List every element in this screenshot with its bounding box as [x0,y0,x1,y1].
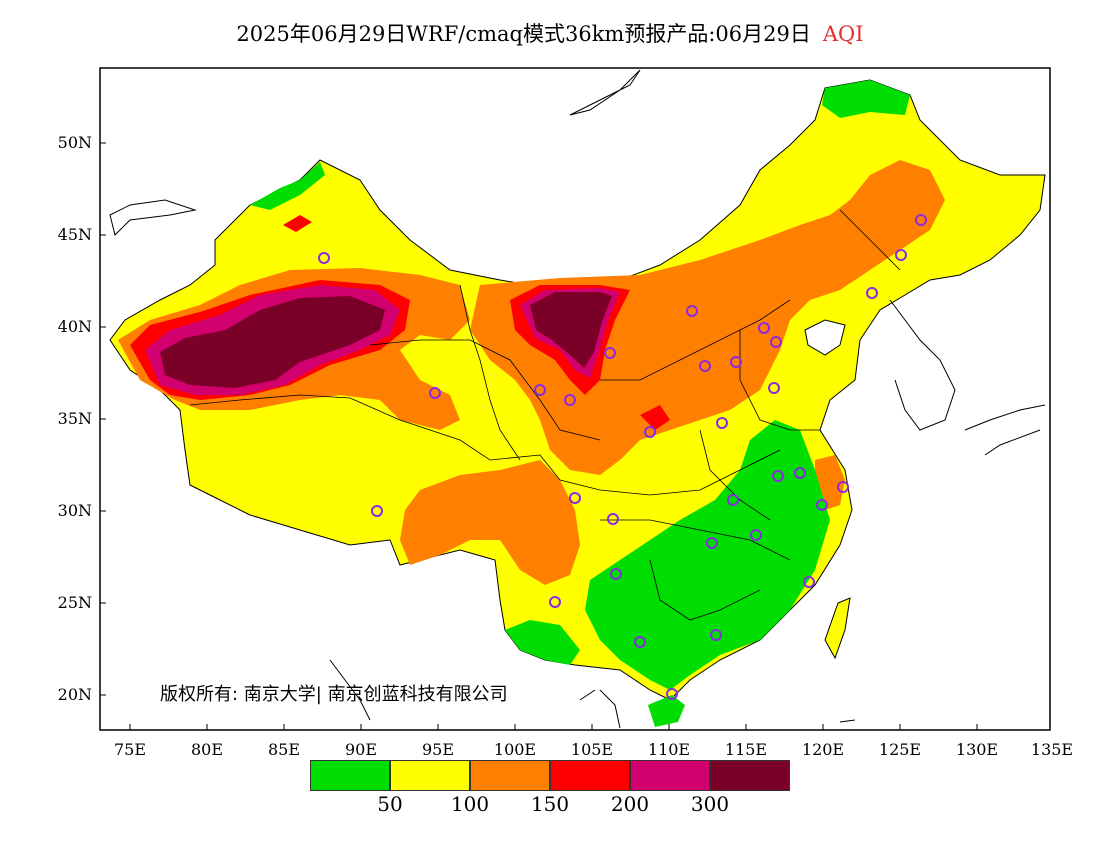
legend-swatch-usg [470,760,550,791]
city-marker [895,249,907,261]
lat-label: 35N [57,409,92,428]
lon-label: 135E [1030,740,1074,759]
region-usg-north [470,160,945,475]
variable-label: AQI [822,22,864,46]
legend-level: 200 [610,792,650,816]
city-marker [716,417,728,429]
region-good-taiwan [824,597,851,660]
city-marker [768,382,780,394]
city-marker [710,629,722,641]
lon-label: 105E [570,740,614,759]
city-marker [610,568,622,580]
city-marker [794,467,806,479]
city-marker [604,347,616,359]
lon-label: 125E [878,740,922,759]
lon-label: 120E [801,740,845,759]
coast-japan [964,404,1046,456]
legend-level: 50 [377,792,403,816]
axis-ticks [100,142,1051,730]
city-marker [770,336,782,348]
city-marker [644,426,656,438]
lon-label: 80E [190,740,224,759]
lat-label: 25N [57,593,92,612]
lat-label: 30N [57,501,92,520]
city-marker [706,537,718,549]
city-marker [634,636,646,648]
legend-swatch-very-unhealthy [630,760,710,791]
lat-label: 50N [57,133,92,152]
city-marker [318,252,330,264]
city-marker [686,305,698,317]
region-good-southwest [505,620,580,665]
lat-label: 40N [57,317,92,336]
city-marker [727,494,739,506]
region-hazardous-north [530,292,612,368]
lon-label: 90E [344,740,378,759]
legend-swatch-hazardous [710,760,790,791]
region-unhealthy-spot2 [283,215,312,232]
lat-label: 45N [57,225,92,244]
city-marker [429,387,441,399]
city-marker [750,529,762,541]
coast-southeast-asia [329,659,856,729]
city-marker [564,394,576,406]
copyright-text: 版权所有: 南京大学| 南京创蓝科技有限公司 [160,684,508,705]
city-markers [318,214,927,700]
legend-swatch-good [310,760,390,791]
lon-label: 95E [421,740,455,759]
city-marker [730,356,742,368]
legend-swatch-moderate [390,760,470,791]
coast-bohai [804,319,846,356]
region-usg-south [400,460,580,585]
city-marker [772,470,784,482]
coast-russia [109,69,641,236]
legend-swatch-unhealthy [550,760,630,791]
lon-label: 110E [647,740,691,759]
lon-label: 130E [955,740,999,759]
city-marker [915,214,927,226]
legend-level: 100 [450,792,490,816]
region-good-northwest [250,162,325,210]
title-text: 2025年06月29日WRF/cmaq模式36km预报产品:06月29日 [236,22,811,46]
region-good-hainan [648,695,685,727]
city-marker [666,688,678,700]
lon-label: 85E [267,740,301,759]
legend-level: 150 [530,792,570,816]
city-marker [607,513,619,525]
lat-label: 20N [57,685,92,704]
city-marker [758,322,770,334]
city-marker [803,576,815,588]
city-marker [866,287,878,299]
region-good-south [585,420,830,690]
city-marker [699,360,711,372]
city-marker [371,505,383,517]
lon-label: 100E [493,740,537,759]
legend-level: 300 [690,792,730,816]
city-marker [569,492,581,504]
city-marker [816,499,828,511]
map-title: 2025年06月29日WRF/cmaq模式36km预报产品:06月29日 AQI [0,18,1100,48]
region-unhealthy-spot [640,405,670,430]
region-hazardous-west [160,296,385,388]
coast-korea [889,299,956,431]
lon-label: 115E [724,740,768,759]
province-borders [189,209,901,621]
city-marker [837,481,849,493]
city-marker [534,384,546,396]
lon-label: 75E [113,740,147,759]
city-marker [549,596,561,608]
region-good-northeast [822,80,910,118]
